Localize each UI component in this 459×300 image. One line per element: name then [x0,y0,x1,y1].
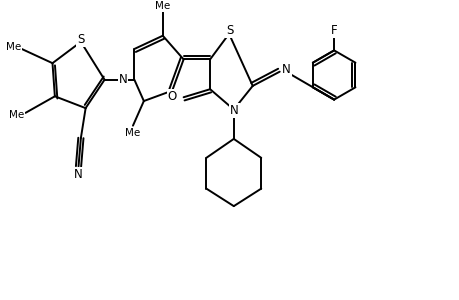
Text: S: S [77,33,84,46]
Text: N: N [118,73,127,86]
Text: O: O [168,90,177,103]
Text: F: F [330,25,337,38]
Text: S: S [226,24,233,37]
Text: Me: Me [6,42,21,52]
Text: N: N [281,63,290,76]
Text: Me: Me [155,1,170,11]
Text: Me: Me [125,128,140,138]
Text: Me: Me [9,110,24,120]
Text: N: N [230,104,239,117]
Text: N: N [74,168,83,182]
